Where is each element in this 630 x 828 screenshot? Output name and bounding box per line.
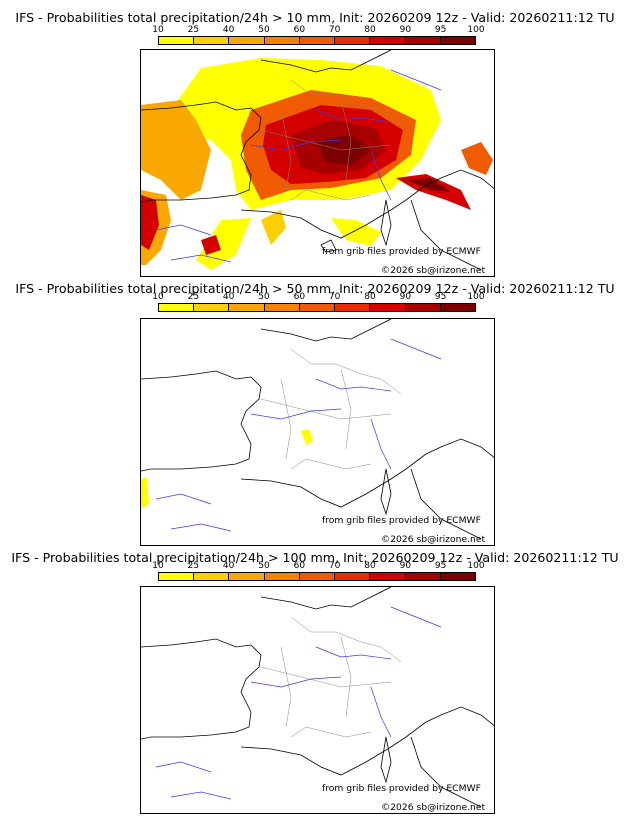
rivers [155, 606, 442, 800]
colorbar-tick-label: 90 [399, 25, 412, 35]
colorbar-tick-label: 60 [293, 25, 306, 35]
colorbar [158, 303, 476, 312]
colorbar-tick-label: 90 [399, 292, 412, 302]
colorbar-tick-label: 100 [467, 25, 485, 35]
colorbar-tick-labels: 10 25 40 50 60 70 80 90 95 100 [152, 25, 484, 36]
colorbar-segment [194, 573, 230, 580]
colorbar-segment [440, 573, 475, 580]
panel-title: IFS - Probabilities total precipitation/… [15, 281, 615, 296]
colorbar-tick-label: 80 [364, 25, 376, 35]
colorbar-segment [194, 304, 230, 311]
colorbar-tick-label: 95 [434, 561, 447, 571]
colorbar [158, 36, 476, 45]
panel-title: IFS - Probabilities total precipitation/… [15, 10, 615, 25]
country-borders [260, 616, 402, 738]
colorbar-segment [229, 573, 265, 580]
colorbar-tick-label: 10 [152, 561, 164, 571]
colorbar-tick-label: 80 [364, 561, 376, 571]
colorbar-tick-label: 25 [187, 292, 200, 302]
colorbar-segment [194, 37, 230, 44]
colorbar-segment [405, 573, 441, 580]
colorbar-segment [405, 304, 441, 311]
colorbar-segment [299, 573, 336, 580]
colorbar-tick-label: 90 [399, 561, 412, 571]
credit-source: from grib files provided by ECMWF [322, 246, 481, 257]
colorbar-segment [335, 37, 371, 44]
colorbar-tick-label: 50 [258, 292, 270, 302]
precipitation-map: from grib files provided by ECMWF ©2026 … [140, 49, 495, 277]
colorbar-tick-label: 50 [258, 25, 270, 35]
coastlines [141, 50, 494, 271]
colorbar-segment [264, 37, 300, 44]
colorbar-segment [264, 304, 300, 311]
country-borders [260, 348, 402, 470]
rivers [155, 69, 442, 263]
colorbar-segment [335, 304, 371, 311]
colorbar-tick-label: 10 [152, 292, 164, 302]
country-borders [260, 79, 402, 201]
colorbar-segment [370, 304, 406, 311]
colorbar-tick-label: 70 [328, 292, 341, 302]
colorbar-tick-label: 95 [434, 292, 447, 302]
colorbar-segment [159, 37, 195, 44]
colorbar-tick-label: 95 [434, 25, 447, 35]
colorbar-tick-label: 100 [467, 561, 485, 571]
colorbar [158, 572, 476, 581]
colorbar-segment [405, 37, 441, 44]
credit-copyright: ©2026 sb@irizone.net [381, 802, 486, 813]
colorbar-tick-label: 60 [293, 292, 306, 302]
colorbar-segment [159, 304, 195, 311]
colorbar-segment [229, 37, 265, 44]
rivers [155, 338, 442, 532]
colorbar-segment [299, 37, 336, 44]
credit-copyright: ©2026 sb@irizone.net [381, 534, 486, 545]
colorbar-tick-label: 80 [364, 292, 376, 302]
credit-copyright: ©2026 sb@irizone.net [381, 265, 486, 276]
precipitation-map: from grib files provided by ECMWF ©2026 … [140, 318, 495, 546]
colorbar-tick-labels: 10 25 40 50 60 70 80 90 95 100 [152, 561, 484, 572]
panel-50mm: IFS - Probabilities total precipitation/… [15, 281, 615, 546]
credit-source: from grib files provided by ECMWF [322, 783, 481, 794]
colorbar-tick-label: 100 [467, 292, 485, 302]
panel-title: IFS - Probabilities total precipitation/… [11, 550, 619, 565]
precipitation-map: from grib files provided by ECMWF ©2026 … [140, 586, 495, 814]
colorbar-tick-label: 25 [187, 561, 200, 571]
colorbar-tick-label: 40 [222, 25, 235, 35]
colorbar-tick-label: 10 [152, 25, 164, 35]
colorbar-tick-label: 70 [328, 561, 341, 571]
colorbar-segment [159, 573, 195, 580]
colorbar-tick-label: 25 [187, 25, 200, 35]
colorbar-segment [370, 37, 406, 44]
colorbar-segment [229, 304, 265, 311]
colorbar-segment [440, 37, 475, 44]
colorbar-segment [440, 304, 475, 311]
colorbar-tick-label: 70 [328, 25, 341, 35]
colorbar-segment [335, 573, 371, 580]
colorbar-segment [370, 573, 406, 580]
probability-fill [141, 429, 313, 509]
credit-source: from grib files provided by ECMWF [322, 515, 481, 526]
colorbar-tick-label: 40 [222, 292, 235, 302]
colorbar-tick-labels: 10 25 40 50 60 70 80 90 95 100 [152, 292, 484, 303]
colorbar-segment [299, 304, 336, 311]
coastlines [141, 587, 494, 808]
colorbar-segment [264, 573, 300, 580]
colorbar-tick-label: 40 [222, 561, 235, 571]
panel-10mm: IFS - Probabilities total precipitation/… [0, 0, 630, 278]
colorbar-tick-label: 60 [293, 561, 306, 571]
colorbar-tick-label: 50 [258, 561, 270, 571]
coastlines [141, 319, 494, 540]
